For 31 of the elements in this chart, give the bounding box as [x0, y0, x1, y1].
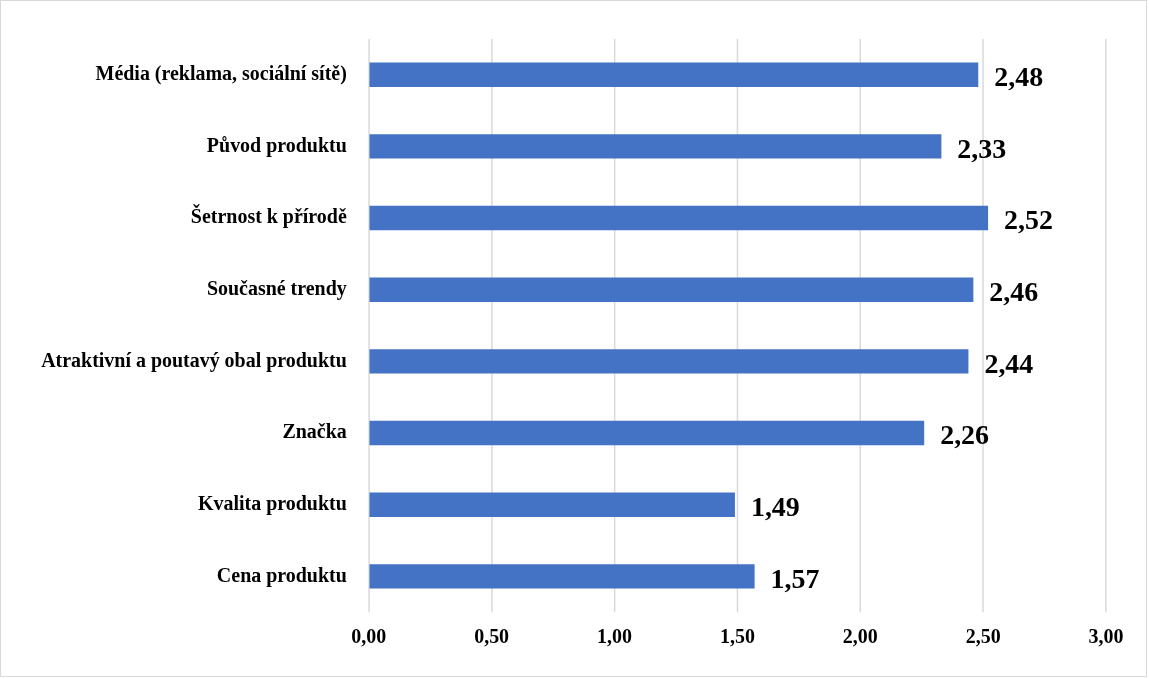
data-label: 1,49 — [750, 490, 800, 522]
bar — [369, 205, 989, 231]
data-label: 2,48 — [994, 60, 1044, 92]
x-tick-label: 2,50 — [965, 625, 1001, 648]
bar — [369, 564, 755, 589]
data-label: 2,33 — [957, 132, 1007, 164]
bar — [369, 349, 969, 374]
y-tick-label: Média (reklama, sociální sítě) — [95, 61, 347, 85]
bar — [369, 62, 979, 87]
x-tick-label: 0,00 — [351, 625, 387, 648]
y-tick-label: Kvalita produktu — [198, 491, 347, 515]
y-tick-label: Šetrnost k přírodě — [190, 204, 347, 229]
bar — [369, 420, 925, 446]
data-label: 2,52 — [1004, 204, 1053, 236]
data-label: 2,26 — [940, 419, 990, 451]
y-tick-label: Cena produktu — [216, 563, 347, 587]
data-label: 2,46 — [989, 275, 1039, 307]
y-tick-label: Značka — [282, 420, 347, 443]
y-tick-label: Současné trendy — [206, 276, 347, 300]
y-tick-label: Atraktivní a poutavý obal produktu — [41, 348, 347, 372]
data-label: 1,57 — [770, 562, 820, 594]
bar — [369, 492, 735, 517]
x-tick-label: 1,00 — [597, 625, 632, 648]
bar — [369, 277, 974, 302]
data-label: 2,44 — [984, 347, 1034, 379]
x-tick-label: 1,50 — [719, 625, 755, 648]
x-tick-label: 2,00 — [842, 625, 878, 648]
bar — [369, 134, 942, 159]
y-tick-label: Původ produktu — [206, 133, 347, 157]
x-tick-label: 3,00 — [1088, 625, 1124, 648]
x-tick-label: 0,50 — [474, 625, 510, 648]
